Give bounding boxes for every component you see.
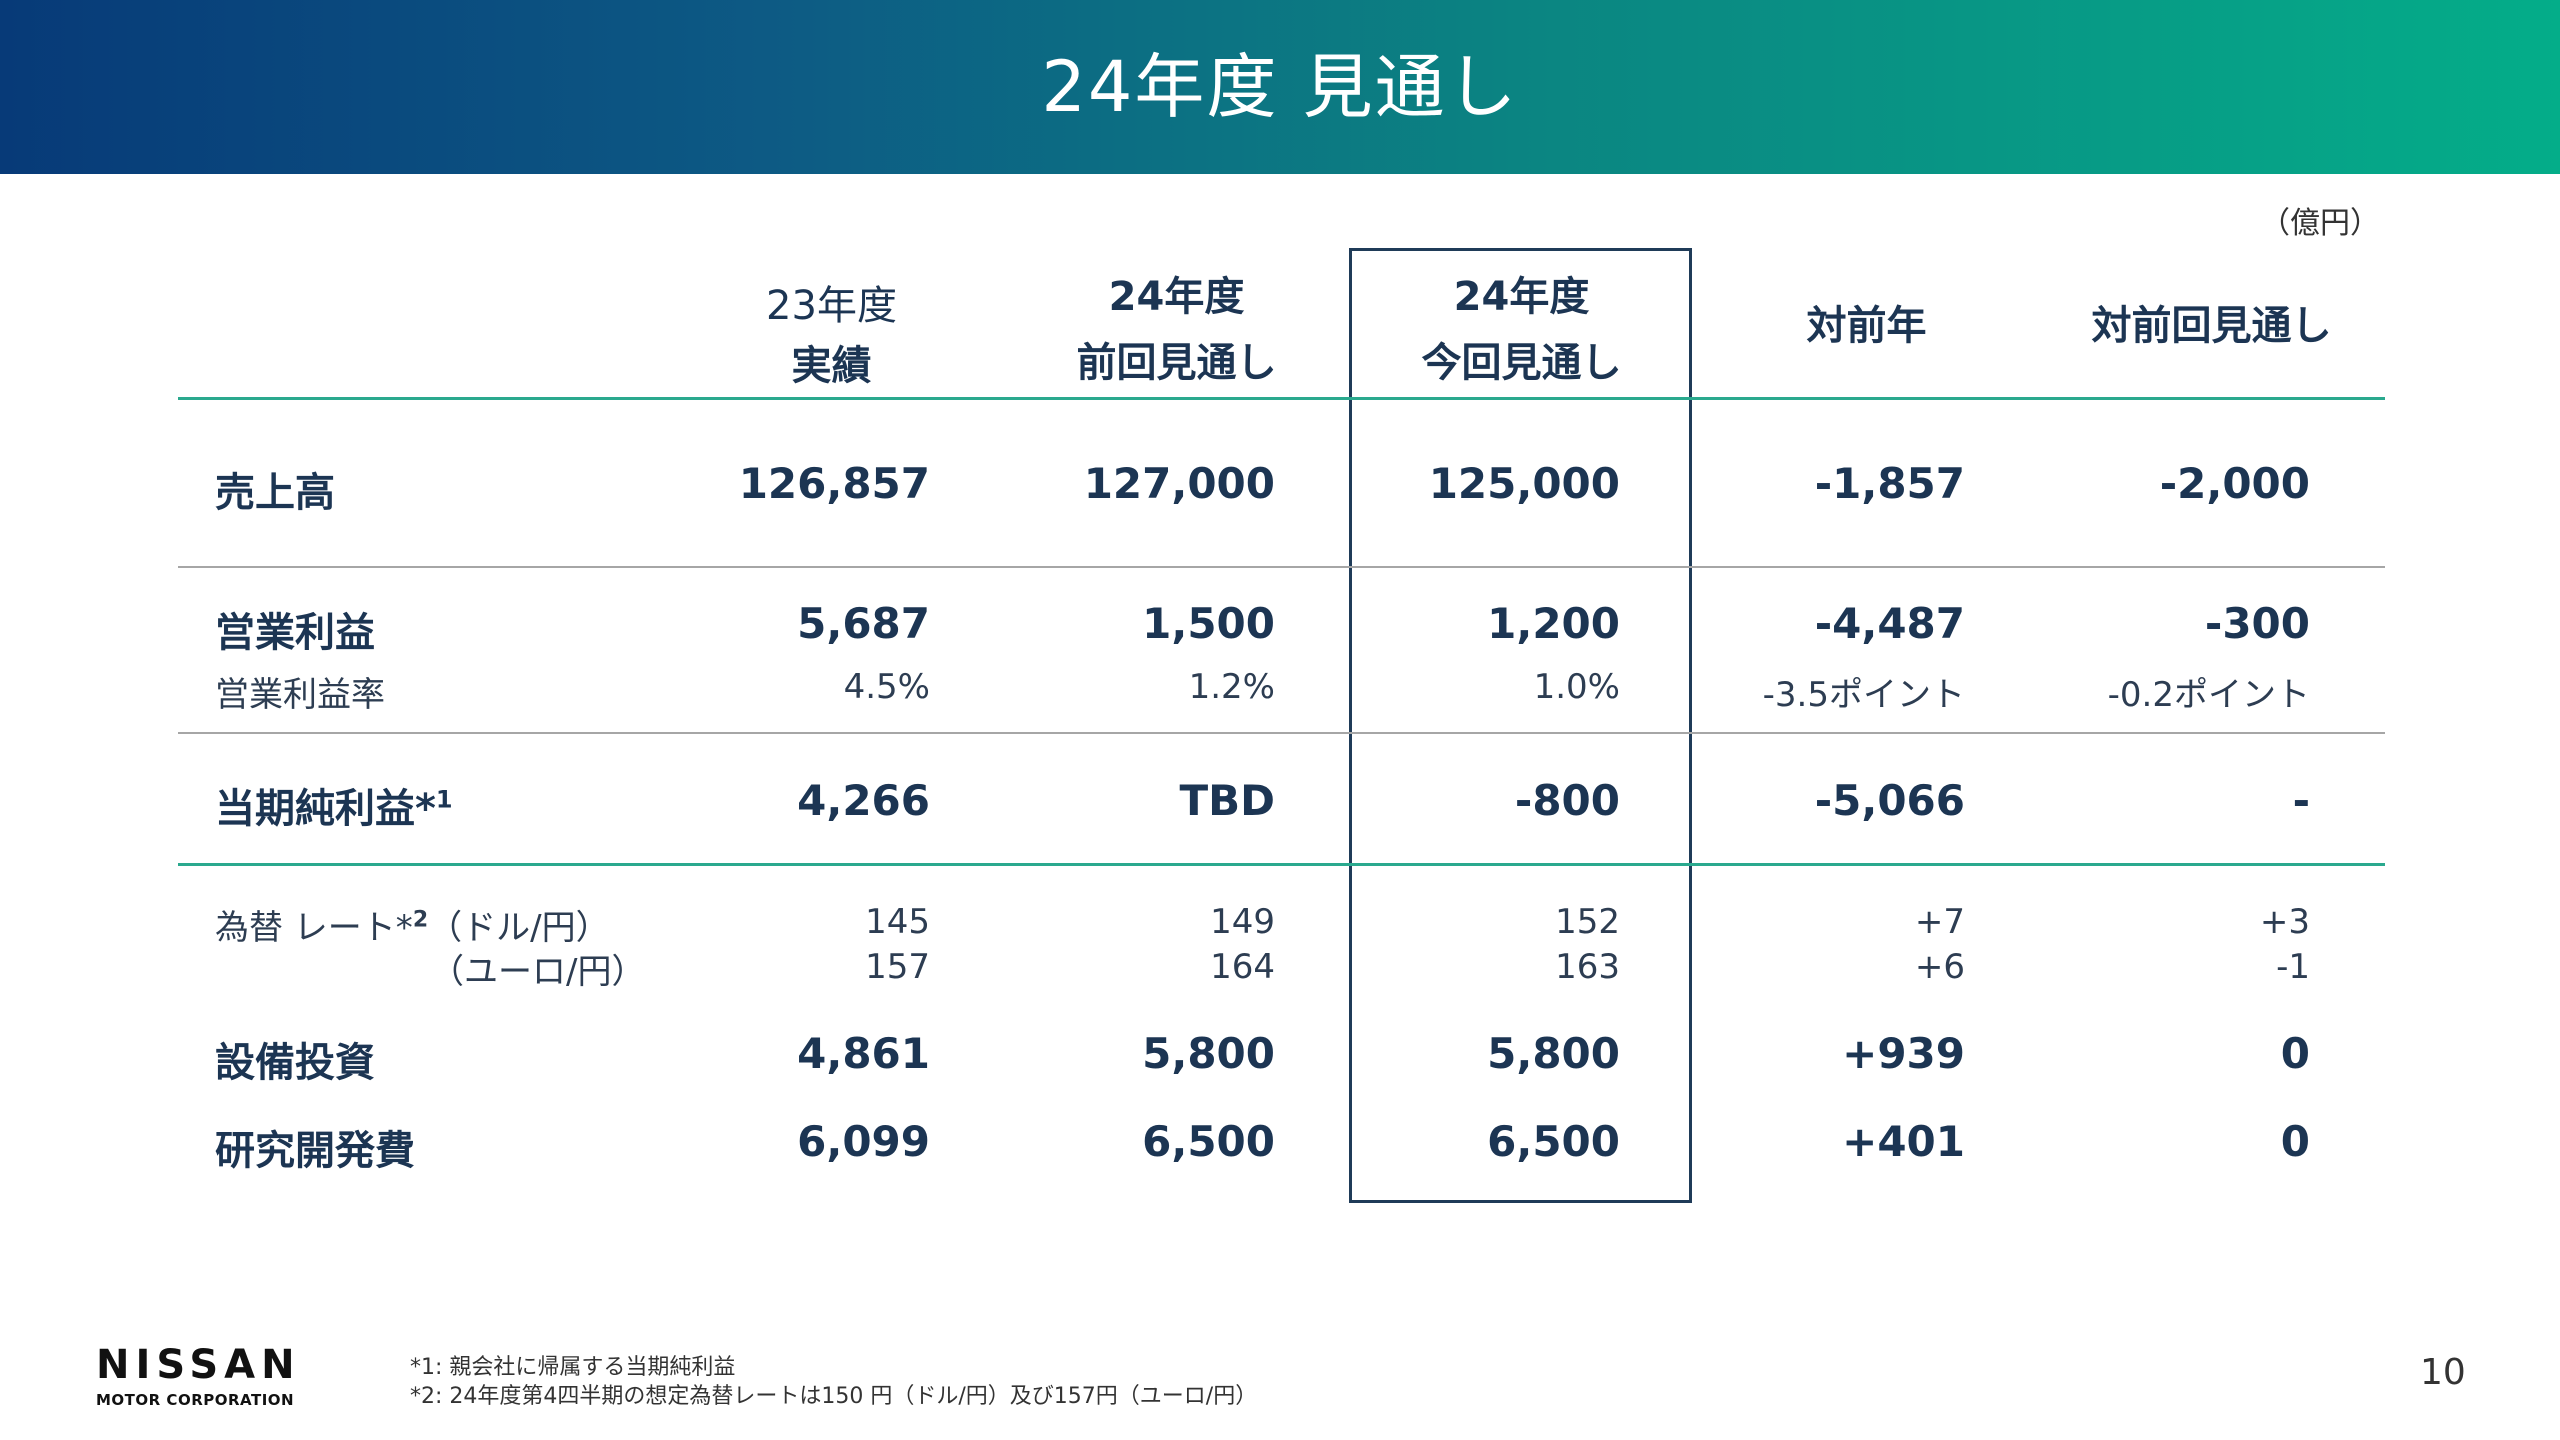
column-header-vs-prior-year: 対前年 [1806, 303, 1927, 349]
cell-net-income-fy23: 4,266 [797, 776, 930, 825]
row-label-rnd: 研究開発費 [215, 1128, 415, 1174]
column-header-fy23-actual: 23年度 実績 [766, 283, 897, 389]
current-forecast-highlight-frame [1349, 248, 1692, 1203]
column-header-vs-previous-forecast: 対前回見通し [2091, 303, 2332, 349]
cell-op-margin-current-forecast: 1.0% [1533, 667, 1620, 707]
cell-capex-current-forecast: 5,800 [1487, 1029, 1620, 1078]
unit-label: （億円） [2260, 206, 2380, 241]
cell-capex-prev-forecast: 5,800 [1142, 1029, 1275, 1078]
footnote-2: *2: 24年度第4四半期の想定為替レートは150 円（ドル/円）及び157円（… [410, 1384, 1258, 1409]
fx-pair-usd: （ドル/円） [428, 908, 610, 948]
cell-fx-eur-current-forecast: 163 [1555, 947, 1620, 987]
row-label-fx-rate: 為替 レート*2（ドル/円） [215, 907, 610, 948]
cell-fx-usd-vs-prior-year: +7 [1914, 902, 1965, 942]
cell-fx-eur-prev-forecast: 164 [1210, 947, 1275, 987]
cell-sales-fy23: 126,857 [738, 459, 930, 508]
cell-op-margin-prev-forecast: 1.2% [1188, 667, 1275, 707]
row-divider [178, 732, 2385, 734]
cell-capex-vs-prev-forecast: 0 [2280, 1029, 2310, 1078]
cell-fx-usd-current-forecast: 152 [1555, 902, 1620, 942]
row-label-net-income: 当期純利益*1 [215, 785, 453, 832]
row-label-sales: 売上高 [215, 470, 335, 516]
cell-op-profit-prev-forecast: 1,500 [1142, 599, 1275, 648]
cell-capex-fy23: 4,861 [797, 1029, 930, 1078]
column-header-fy24-previous-forecast: 24年度 前回見通し [1076, 274, 1277, 386]
cell-fx-eur-vs-prev-forecast: -1 [2276, 947, 2310, 987]
cell-op-profit-vs-prior-year: -4,487 [1814, 599, 1965, 648]
cell-net-income-vs-prev-forecast: - [2292, 776, 2310, 825]
slide-title: 24年度 見通し [1041, 46, 1519, 128]
cell-rnd-current-forecast: 6,500 [1487, 1117, 1620, 1166]
cell-capex-vs-prior-year: +939 [1842, 1029, 1965, 1078]
cell-rnd-prev-forecast: 6,500 [1142, 1117, 1275, 1166]
cell-net-income-prev-forecast: TBD [1179, 776, 1275, 825]
cell-fx-usd-fy23: 145 [865, 902, 930, 942]
cell-rnd-vs-prior-year: +401 [1842, 1117, 1965, 1166]
fx-pair-eur: （ユーロ/円） [430, 952, 646, 992]
row-divider [178, 566, 2385, 568]
cell-sales-vs-prior-year: -1,857 [1814, 459, 1965, 508]
cell-sales-prev-forecast: 127,000 [1083, 459, 1275, 508]
row-label-capex: 設備投資 [215, 1040, 375, 1086]
footnote-ref-2: 2 [412, 907, 429, 933]
cell-op-margin-vs-prev-forecast: -0.2ポイント [2107, 675, 2310, 715]
header-rule [178, 397, 2385, 400]
cell-net-income-vs-prior-year: -5,066 [1814, 776, 1965, 825]
cell-op-margin-fy23: 4.5% [843, 667, 930, 707]
cell-sales-current-forecast: 125,000 [1428, 459, 1620, 508]
cell-op-profit-current-forecast: 1,200 [1487, 599, 1620, 648]
cell-op-profit-fy23: 5,687 [797, 599, 930, 648]
cell-fx-eur-vs-prior-year: +6 [1914, 947, 1965, 987]
cell-fx-usd-vs-prev-forecast: +3 [2259, 902, 2310, 942]
header-band [0, 0, 2560, 174]
row-label-operating-profit: 営業利益 [215, 610, 375, 656]
footnote-1: *1: 親会社に帰属する当期純利益 [410, 1355, 736, 1380]
page-number: 10 [2420, 1352, 2466, 1393]
cell-fx-eur-fy23: 157 [865, 947, 930, 987]
footnote-ref-1: 1 [435, 785, 453, 814]
nissan-logo: NISSAN MOTOR CORPORATION [96, 1342, 301, 1409]
cell-sales-vs-prev-forecast: -2,000 [2159, 459, 2310, 508]
cell-op-margin-vs-prior-year: -3.5ポイント [1762, 675, 1965, 715]
row-label-operating-margin: 営業利益率 [215, 675, 385, 715]
cell-rnd-vs-prev-forecast: 0 [2280, 1117, 2310, 1166]
column-header-fy24-current-forecast: 24年度 今回見通し [1421, 274, 1622, 386]
cell-rnd-fy23: 6,099 [797, 1117, 930, 1166]
cell-fx-usd-prev-forecast: 149 [1210, 902, 1275, 942]
section-rule [178, 863, 2385, 866]
cell-op-profit-vs-prev-forecast: -300 [2204, 599, 2310, 648]
cell-net-income-current-forecast: -800 [1514, 776, 1620, 825]
